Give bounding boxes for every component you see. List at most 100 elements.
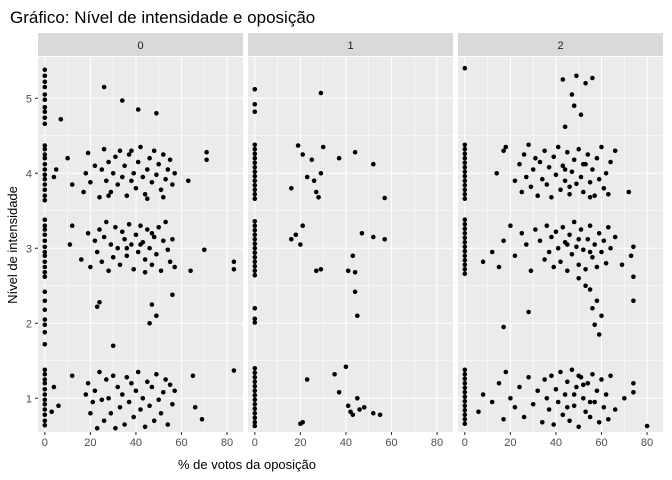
data-point bbox=[92, 238, 98, 244]
data-point bbox=[489, 249, 495, 255]
data-point bbox=[318, 267, 324, 272]
data-point bbox=[462, 258, 468, 263]
data-point bbox=[501, 238, 506, 244]
data-point bbox=[42, 322, 48, 328]
data-point bbox=[124, 253, 130, 259]
data-point bbox=[252, 423, 258, 429]
data-point bbox=[567, 192, 572, 197]
facet-panel-2: 2 bbox=[458, 33, 663, 432]
data-point bbox=[592, 193, 597, 198]
data-point bbox=[519, 189, 525, 195]
data-point bbox=[158, 187, 164, 193]
data-point bbox=[129, 148, 134, 154]
data-point bbox=[252, 379, 258, 385]
data-point bbox=[590, 167, 595, 172]
data-point bbox=[94, 249, 100, 255]
data-point bbox=[631, 390, 636, 395]
data-point bbox=[154, 111, 159, 116]
data-point bbox=[124, 375, 130, 380]
data-point bbox=[126, 152, 132, 157]
data-point bbox=[42, 121, 48, 127]
data-point bbox=[145, 167, 150, 172]
data-point bbox=[126, 222, 132, 227]
data-point bbox=[462, 235, 468, 241]
data-point bbox=[135, 249, 141, 255]
data-point bbox=[42, 97, 48, 102]
data-point bbox=[120, 98, 125, 103]
data-point bbox=[480, 392, 486, 397]
panel-background bbox=[248, 57, 453, 432]
data-point bbox=[53, 167, 59, 172]
data-point bbox=[496, 381, 502, 386]
data-point bbox=[92, 163, 98, 169]
data-point bbox=[583, 81, 588, 86]
data-point bbox=[170, 402, 175, 407]
data-point bbox=[124, 193, 130, 198]
data-point bbox=[147, 155, 152, 161]
data-point bbox=[42, 381, 48, 386]
data-point bbox=[565, 405, 570, 410]
data-point bbox=[581, 382, 586, 388]
x-axes: 0 20 40 60 80 0 20 40 60 80 0 20 40 60 80 bbox=[42, 432, 653, 449]
data-point bbox=[252, 406, 258, 412]
data-point bbox=[612, 407, 618, 412]
data-point bbox=[145, 379, 150, 385]
data-point bbox=[585, 237, 591, 242]
data-point bbox=[562, 392, 568, 397]
data-point bbox=[462, 417, 468, 422]
data-point bbox=[131, 267, 136, 272]
data-point bbox=[289, 186, 294, 191]
data-point bbox=[462, 267, 468, 272]
data-point bbox=[517, 161, 522, 167]
data-point bbox=[42, 67, 48, 73]
data-point bbox=[519, 231, 525, 236]
data-point bbox=[161, 195, 166, 200]
data-point bbox=[567, 418, 572, 424]
data-point bbox=[110, 254, 116, 260]
data-point bbox=[603, 261, 609, 266]
data-point bbox=[252, 169, 258, 175]
data-point bbox=[170, 182, 175, 187]
data-point bbox=[359, 231, 365, 236]
data-point bbox=[120, 174, 125, 180]
data-point bbox=[567, 232, 572, 238]
data-point bbox=[106, 268, 111, 274]
data-point bbox=[462, 165, 468, 170]
data-point bbox=[149, 384, 155, 390]
data-point bbox=[252, 273, 258, 278]
data-point bbox=[67, 242, 73, 247]
data-point bbox=[252, 402, 258, 407]
data-point bbox=[161, 152, 166, 157]
data-point bbox=[462, 390, 468, 395]
data-point bbox=[581, 161, 586, 167]
data-point bbox=[462, 271, 468, 277]
data-point bbox=[462, 399, 468, 404]
data-point bbox=[521, 152, 527, 157]
data-point bbox=[583, 283, 588, 289]
data-point bbox=[204, 157, 209, 163]
data-point bbox=[594, 264, 600, 270]
data-point bbox=[122, 422, 127, 427]
data-point bbox=[115, 245, 120, 251]
data-point bbox=[578, 112, 584, 117]
data-point bbox=[603, 171, 609, 176]
data-point bbox=[489, 399, 495, 405]
data-point bbox=[320, 144, 326, 150]
data-point bbox=[252, 160, 258, 166]
x-tick-label: 80 bbox=[431, 437, 443, 449]
y-tick-label: 4 bbox=[26, 168, 32, 180]
data-point bbox=[501, 417, 506, 422]
data-point bbox=[42, 274, 48, 280]
data-point bbox=[110, 343, 116, 349]
data-point bbox=[151, 148, 157, 154]
data-point bbox=[576, 424, 581, 430]
data-point bbox=[156, 225, 161, 230]
data-point bbox=[606, 192, 611, 197]
data-point bbox=[587, 223, 593, 228]
data-point bbox=[252, 420, 258, 425]
data-point bbox=[562, 124, 568, 130]
data-point bbox=[462, 385, 468, 391]
data-point bbox=[583, 267, 588, 272]
data-point bbox=[526, 309, 531, 315]
data-point bbox=[352, 289, 358, 295]
